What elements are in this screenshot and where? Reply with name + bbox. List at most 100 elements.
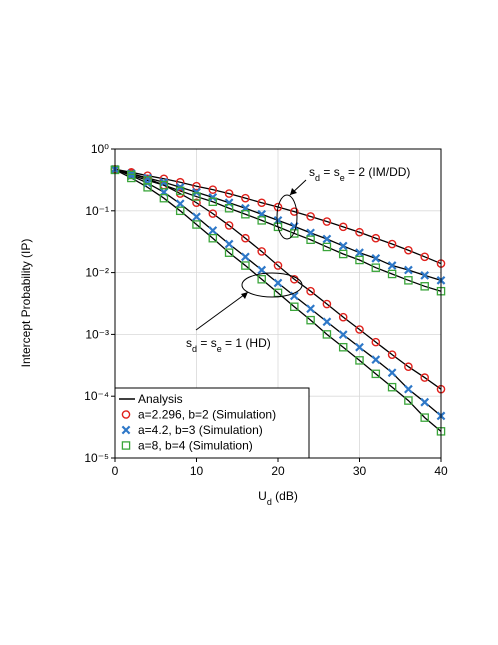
marker-x (159, 177, 169, 187)
marker-x (192, 187, 201, 197)
arrow-head (241, 292, 248, 299)
marker-circle (208, 185, 218, 194)
marker-circle (322, 299, 332, 309)
analysis-line (114, 168, 442, 390)
marker-x (273, 278, 283, 288)
subscript: d (267, 497, 272, 507)
marker-square (371, 263, 381, 272)
legend-label: a=8, b=4 (Simulation) (138, 439, 253, 453)
marker-circle (241, 233, 250, 243)
marker-circle (224, 189, 234, 198)
marker-circle (371, 233, 381, 243)
annotation: sd = se = 1 (HD) (186, 336, 271, 354)
marker-circle (224, 221, 234, 230)
y-tick-label: 10⁻² (85, 266, 109, 280)
marker-square (241, 209, 250, 219)
marker-square (175, 186, 185, 196)
y-tick-label: 10⁻⁴ (84, 389, 109, 403)
x-axis-label: Ud (dB) (258, 489, 298, 507)
annotation-ellipse (241, 272, 303, 298)
marker-square (338, 249, 348, 259)
marker-circle (306, 286, 315, 296)
legend-marker (121, 425, 131, 435)
marker-circle (355, 325, 364, 334)
text-part: = s (197, 336, 217, 350)
marker-square (257, 216, 266, 225)
marker-circle (273, 202, 283, 212)
x-tick-label: 30 (353, 464, 367, 478)
marker-square (306, 235, 315, 245)
marker-square (404, 396, 413, 405)
marker-circle (420, 373, 430, 382)
legend: Analysis a=2.296, b=2 (Simulation)a=4.2, … (114, 387, 310, 459)
marker-x (404, 265, 413, 275)
marker-square (257, 275, 266, 284)
marker-square (404, 276, 413, 285)
x-tick-label: 20 (271, 464, 285, 478)
marker-square (290, 302, 299, 312)
marker-circle (420, 252, 430, 262)
marker-circle (355, 227, 364, 237)
marker-x (404, 384, 413, 394)
marker-x (371, 253, 381, 263)
marker-square (306, 315, 315, 325)
marker-square (420, 413, 429, 422)
marker-square (159, 193, 169, 203)
marker-square (420, 282, 429, 291)
text-part: U (258, 489, 267, 503)
legend-label: a=4.2, b=3 (Simulation) (138, 423, 263, 437)
marker-square (241, 261, 250, 270)
y-tick-label: 10⁻¹ (85, 204, 109, 218)
marker-circle (192, 181, 201, 191)
annotation-ellipse (276, 194, 298, 240)
subscript: d (192, 344, 197, 354)
marker-circle (241, 193, 250, 203)
marker-circle (404, 245, 413, 255)
marker-x (208, 226, 218, 235)
legend-label: a=2.296, b=2 (Simulation) (138, 408, 276, 422)
marker-circle (387, 350, 397, 359)
marker-circle (208, 209, 218, 218)
annotation: sd = se = 2 (IM/DD) (309, 165, 410, 183)
marker-x (420, 271, 430, 280)
marker-square (224, 203, 234, 213)
y-axis-label: Intercept Probability (IP) (19, 239, 33, 368)
text-part: s (186, 336, 192, 350)
marker-x (338, 330, 348, 340)
plot-data (110, 164, 446, 436)
marker-square (371, 369, 381, 379)
legend-marker (121, 441, 131, 450)
marker-circle (257, 198, 267, 208)
marker-x (420, 397, 430, 407)
marker-x (322, 317, 332, 327)
text-part: = 1 (HD) (222, 336, 271, 350)
text-part: s (309, 165, 315, 179)
subscript: d (315, 173, 320, 183)
marker-x (322, 234, 332, 244)
marker-square (355, 356, 364, 365)
text-part: = 2 (IM/DD) (345, 165, 411, 179)
marker-x (257, 265, 267, 275)
marker-circle (192, 198, 201, 208)
marker-square (387, 269, 397, 279)
y-tick-label: 10⁰ (91, 142, 109, 156)
marker-x (355, 248, 364, 258)
legend-marker (121, 410, 131, 419)
marker-square (273, 222, 283, 232)
marker-circle (371, 337, 381, 347)
annotation-arrow (195, 291, 249, 331)
marker-x (387, 368, 397, 378)
marker-square (208, 197, 218, 207)
text-part: = s (320, 165, 340, 179)
marker-x (387, 261, 397, 270)
marker-square (355, 255, 364, 265)
marker-x (355, 342, 364, 352)
marker-square (159, 180, 169, 190)
marker-square (175, 206, 185, 216)
marker-circle (338, 312, 348, 322)
marker-x (371, 355, 381, 365)
x-tick-label: 40 (434, 464, 448, 478)
marker-x (192, 212, 201, 222)
marker-square (192, 192, 201, 201)
